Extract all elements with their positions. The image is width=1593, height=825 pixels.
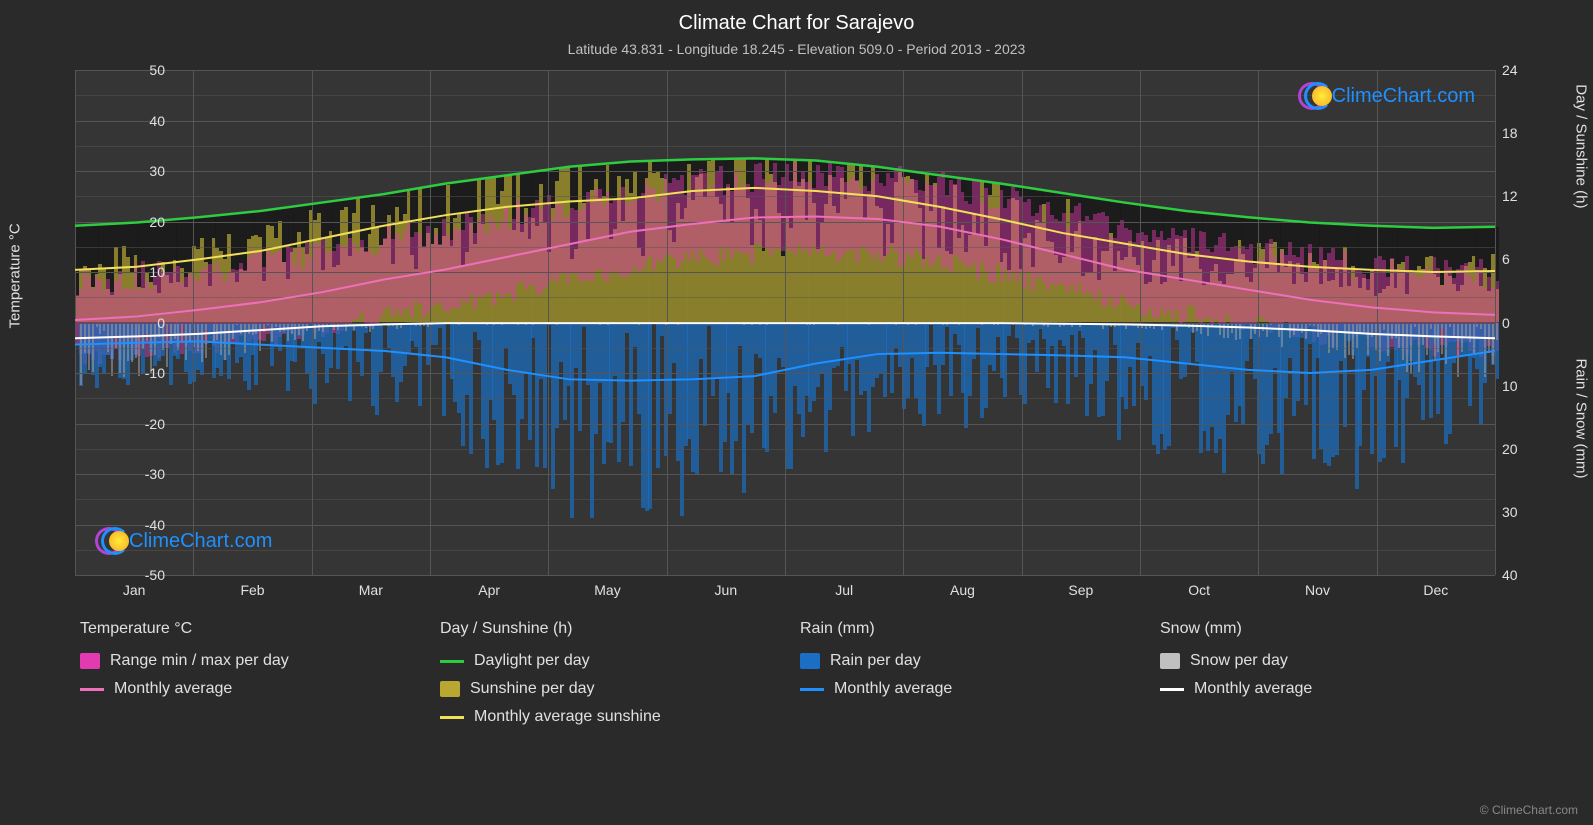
y-axis-left-label: Temperature °C <box>7 223 24 328</box>
logo-icon <box>95 527 123 555</box>
legend-header: Day / Sunshine (h) <box>440 620 780 638</box>
legend-item: Monthly average <box>800 680 1140 698</box>
tick-right: 6 <box>1502 251 1510 267</box>
tick-left: 40 <box>149 113 165 129</box>
brand-logo-bottom: ClimeChart.com <box>95 527 272 555</box>
legend-label: Daylight per day <box>474 652 590 670</box>
legend-label: Sunshine per day <box>470 680 595 698</box>
chart-subtitle: Latitude 43.831 - Longitude 18.245 - Ele… <box>0 35 1593 57</box>
brand-text: ClimeChart.com <box>129 530 272 553</box>
tick-bottom: Feb <box>240 582 264 598</box>
tick-right: 20 <box>1502 441 1518 457</box>
tick-left: -10 <box>145 365 165 381</box>
tick-bottom: Sep <box>1068 582 1093 598</box>
tick-right: 18 <box>1502 125 1518 141</box>
legend-snow: Snow (mm) Snow per day Monthly average <box>1160 620 1500 736</box>
legend-item: Monthly average <box>80 680 420 698</box>
legend-item: Daylight per day <box>440 652 780 670</box>
legend-item: Rain per day <box>800 652 1140 670</box>
legend-item: Range min / max per day <box>80 652 420 670</box>
tick-left: 30 <box>149 163 165 179</box>
legend-label: Monthly average sunshine <box>474 708 661 726</box>
legend-label: Monthly average <box>114 680 232 698</box>
legend-swatch <box>80 653 100 669</box>
tick-bottom: Jun <box>715 582 738 598</box>
legend-swatch <box>440 681 460 697</box>
tick-bottom: Oct <box>1188 582 1210 598</box>
legend-swatch <box>1160 653 1180 669</box>
legend-header: Snow (mm) <box>1160 620 1500 638</box>
legend-header: Rain (mm) <box>800 620 1140 638</box>
tick-left: 50 <box>149 62 165 78</box>
legend-header: Temperature °C <box>80 620 420 638</box>
legend-label: Monthly average <box>834 680 952 698</box>
tick-left: -20 <box>145 416 165 432</box>
legend-temperature: Temperature °C Range min / max per day Mo… <box>80 620 420 736</box>
tick-right: 24 <box>1502 62 1518 78</box>
tick-bottom: May <box>594 582 620 598</box>
climate-chart: Climate Chart for Sarajevo Latitude 43.8… <box>0 0 1593 825</box>
legend-swatch <box>440 660 464 663</box>
tick-bottom: Dec <box>1423 582 1448 598</box>
tick-right: 30 <box>1502 504 1518 520</box>
legend-item: Snow per day <box>1160 652 1500 670</box>
chart-title: Climate Chart for Sarajevo <box>0 0 1593 35</box>
copyright: © ClimeChart.com <box>1480 803 1578 817</box>
legend-swatch <box>800 688 824 691</box>
tick-left: 0 <box>157 315 165 331</box>
tick-left: 20 <box>149 214 165 230</box>
legend-swatch <box>80 688 104 691</box>
legend-item: Sunshine per day <box>440 680 780 698</box>
tick-bottom: Apr <box>478 582 500 598</box>
legend-swatch <box>800 653 820 669</box>
tick-right: 10 <box>1502 378 1518 394</box>
tick-bottom: Jan <box>123 582 146 598</box>
legend-label: Snow per day <box>1190 652 1288 670</box>
legend-label: Monthly average <box>1194 680 1312 698</box>
tick-bottom: Aug <box>950 582 975 598</box>
tick-right: 12 <box>1502 188 1518 204</box>
plot-area: ClimeChart.com ClimeChart.com <box>75 70 1495 575</box>
logo-icon <box>1298 82 1326 110</box>
tick-bottom: Jul <box>835 582 853 598</box>
tick-left: -30 <box>145 466 165 482</box>
legend-rain: Rain (mm) Rain per day Monthly average <box>800 620 1140 736</box>
tick-right: 40 <box>1502 567 1518 583</box>
legend-label: Rain per day <box>830 652 921 670</box>
legend: Temperature °C Range min / max per day Mo… <box>80 620 1500 736</box>
legend-swatch <box>1160 688 1184 691</box>
legend-item: Monthly average sunshine <box>440 708 780 726</box>
tick-left: 10 <box>149 264 165 280</box>
y-axis-right-top-label: Day / Sunshine (h) <box>1573 84 1590 208</box>
legend-item: Monthly average <box>1160 680 1500 698</box>
tick-bottom: Nov <box>1305 582 1330 598</box>
legend-swatch <box>440 716 464 719</box>
legend-daylight: Day / Sunshine (h) Daylight per day Sunsh… <box>440 620 780 736</box>
tick-bottom: Mar <box>359 582 383 598</box>
tick-left: -50 <box>145 567 165 583</box>
brand-logo-top: ClimeChart.com <box>1298 82 1475 110</box>
y-axis-right-bottom-label: Rain / Snow (mm) <box>1573 358 1590 478</box>
tick-right: 0 <box>1502 315 1510 331</box>
brand-text: ClimeChart.com <box>1332 85 1475 108</box>
legend-label: Range min / max per day <box>110 652 289 670</box>
tick-left: -40 <box>145 517 165 533</box>
